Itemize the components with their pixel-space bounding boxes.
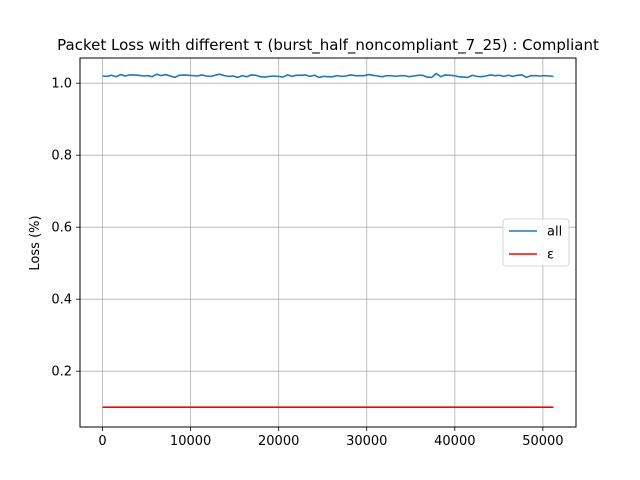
y-tick-label: 0.6: [51, 221, 72, 236]
x-tick-label: 0: [98, 434, 106, 449]
series-line-all: [102, 72, 554, 79]
grid: [80, 58, 576, 427]
y-axis-ticks: 0.2 0.4 0.6 0.8 1.0: [51, 77, 80, 380]
y-tick-label: 0.4: [51, 293, 72, 308]
x-tick-label: 40000: [434, 434, 475, 449]
legend[interactable]: all ε: [502, 218, 570, 267]
x-tick-label: 10000: [170, 434, 211, 449]
legend-label: all: [547, 225, 562, 240]
axes-frame: [79, 57, 577, 428]
x-tick-label: 30000: [346, 434, 387, 449]
chart-title: Packet Loss with different τ (burst_half…: [57, 36, 599, 55]
x-tick-label: 50000: [522, 434, 563, 449]
y-axis-label: Loss (%): [28, 215, 43, 270]
y-tick-label: 1.0: [51, 77, 72, 92]
x-tick-label: 20000: [258, 434, 299, 449]
y-tick-label: 0.8: [51, 149, 72, 164]
y-tick-label: 0.2: [51, 365, 72, 380]
series-group: [102, 72, 554, 409]
legend-label: ε: [547, 248, 554, 263]
x-axis-ticks: 0 10000 20000 30000 40000 50000: [98, 427, 564, 449]
